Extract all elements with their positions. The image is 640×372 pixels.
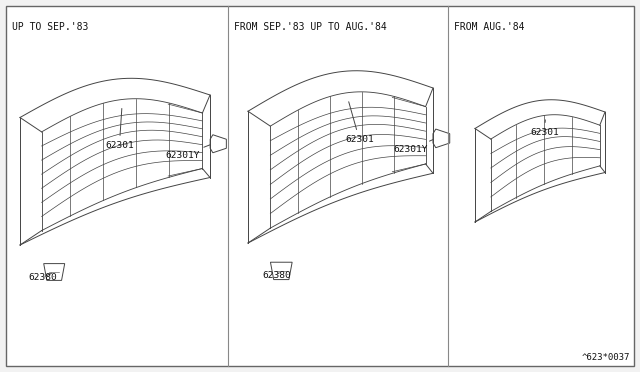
Text: 62301: 62301 [345,102,374,144]
Text: 62380: 62380 [262,271,291,280]
Text: FROM SEP.'83 UP TO AUG.'84: FROM SEP.'83 UP TO AUG.'84 [234,22,387,32]
Text: 62301: 62301 [530,120,559,137]
Text: 62301Y: 62301Y [393,140,433,154]
Text: 62301: 62301 [105,109,134,150]
Text: FROM AUG.'84: FROM AUG.'84 [454,22,525,32]
Text: ^623*0037: ^623*0037 [582,353,630,362]
Text: 62380: 62380 [28,273,57,282]
Text: UP TO SEP.'83: UP TO SEP.'83 [12,22,88,32]
Text: 62301Y: 62301Y [165,145,211,160]
